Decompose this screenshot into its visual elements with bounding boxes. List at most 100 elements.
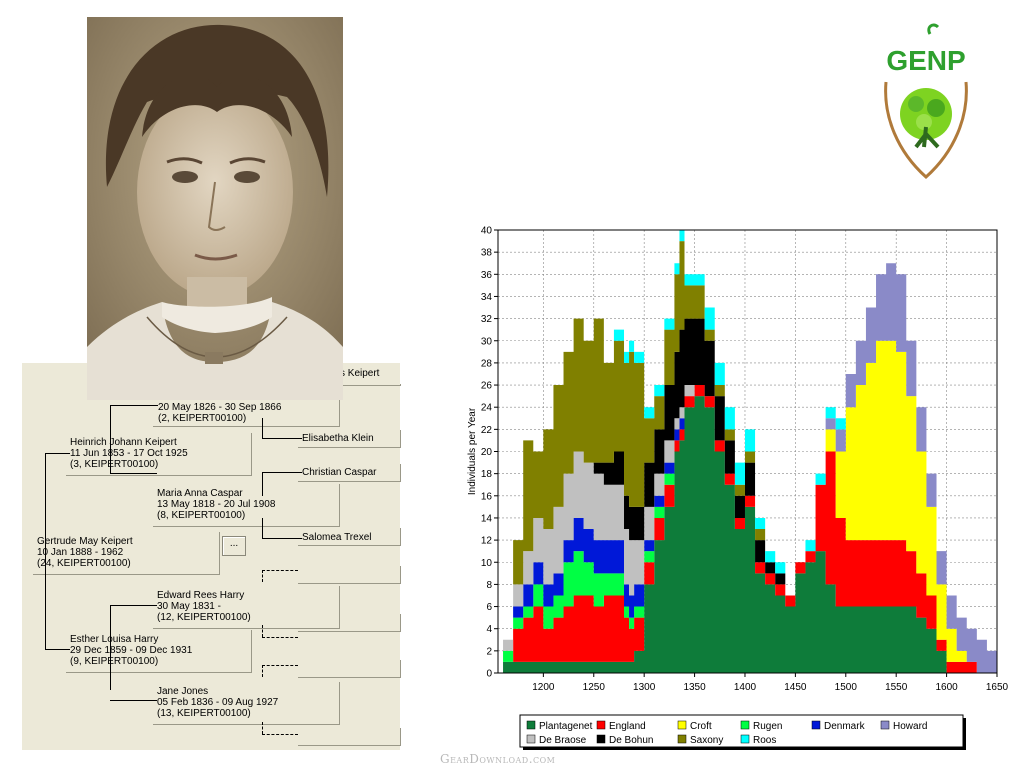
pedigree-person[interactable]: Christian Caspar bbox=[302, 467, 376, 478]
pedigree-connector bbox=[45, 453, 46, 649]
pedigree-person[interactable]: Gertrude May Keipert 10 Jan 1888 - 1962 (2… bbox=[37, 536, 133, 569]
portrait-photo bbox=[87, 17, 343, 400]
pedigree-frame bbox=[33, 532, 220, 575]
person-dates: 11 Jun 1853 - 17 Oct 1925 bbox=[70, 448, 188, 459]
legend-swatch bbox=[740, 734, 750, 744]
pedigree-frame bbox=[153, 682, 340, 725]
pedigree-connector bbox=[110, 405, 111, 473]
person-ref: (8, KEIPERT00100) bbox=[157, 510, 246, 521]
legend-entry: Croft bbox=[690, 721, 712, 732]
y-tick-label: 6 bbox=[486, 602, 492, 613]
pedigree-connector bbox=[262, 472, 302, 473]
pedigree-connector bbox=[110, 700, 157, 701]
legend-entry: Saxony bbox=[690, 735, 723, 746]
y-tick-label: 8 bbox=[486, 580, 492, 591]
legend-swatch bbox=[596, 734, 606, 744]
pedigree-person[interactable]: Elisabetha Klein bbox=[302, 433, 374, 444]
watermark-text: GearDownload.com bbox=[440, 752, 556, 766]
legend-entry: De Bohun bbox=[609, 735, 653, 746]
person-name: s Keipert bbox=[340, 368, 380, 379]
x-tick-label: 1300 bbox=[633, 682, 656, 693]
pedigree-person[interactable]: Esther Louisa Harry 29 Dec 1859 - 09 Dec … bbox=[70, 634, 192, 667]
person-name: Salomea Trexel bbox=[302, 532, 372, 543]
y-tick-label: 20 bbox=[481, 447, 493, 458]
pedigree-person[interactable]: Maria Anna Caspar 13 May 1818 - 20 Jul 19… bbox=[157, 488, 275, 521]
person-name: Gertrude May Keipert bbox=[37, 536, 133, 547]
pedigree-connector bbox=[110, 405, 158, 406]
y-tick-label: 14 bbox=[481, 513, 493, 524]
pedigree-frame bbox=[298, 660, 401, 678]
pedigree-person[interactable]: Heinrich Johann Keipert 11 Jun 1853 - 17 … bbox=[70, 437, 188, 470]
genp-logo-graphic: GENP bbox=[884, 23, 968, 180]
pedigree-person[interactable]: Jane Jones 05 Feb 1836 - 09 Aug 1927 (13, … bbox=[157, 686, 278, 719]
pedigree-unknown-connector bbox=[262, 625, 263, 637]
pedigree-connector bbox=[262, 518, 263, 538]
y-axis-label: Individuals per Year bbox=[467, 407, 478, 495]
person-dates: 13 May 1818 - 20 Jul 1908 bbox=[157, 499, 276, 510]
pedigree-connector bbox=[110, 605, 111, 690]
person-name: Jane Jones bbox=[157, 686, 209, 697]
pedigree-person[interactable]: Edward Rees Harry 30 May 1831 - (12, KEIPE… bbox=[157, 590, 251, 623]
pedigree-person[interactable]: 20 May 1826 - 30 Sep 1866 (2, KEIPERT0010… bbox=[158, 402, 281, 424]
legend-entry: England bbox=[609, 721, 646, 732]
y-tick-label: 26 bbox=[481, 381, 493, 392]
person-name: Christian Caspar bbox=[302, 467, 377, 478]
x-tick-label: 1650 bbox=[986, 682, 1009, 693]
person-dates: 10 Jan 1888 - 1962 bbox=[37, 547, 124, 558]
pedigree-unknown-connector bbox=[262, 637, 298, 638]
pedigree-person[interactable]: Salomea Trexel bbox=[302, 532, 371, 543]
person-dates: 05 Feb 1836 - 09 Aug 1927 bbox=[157, 697, 279, 708]
pedigree-frame bbox=[298, 566, 401, 584]
y-tick-label: 36 bbox=[481, 270, 493, 281]
person-name: Heinrich Johann Keipert bbox=[70, 437, 177, 448]
legend-swatch bbox=[596, 720, 606, 730]
person-dates: 30 May 1831 - bbox=[157, 601, 221, 612]
pedigree-unknown-connector bbox=[262, 665, 298, 666]
person-ref: (24, KEIPERT00100) bbox=[37, 558, 131, 569]
series-area-rugen bbox=[498, 340, 997, 673]
pedigree-person[interactable]: s Keipert bbox=[340, 368, 379, 379]
y-tick-label: 16 bbox=[481, 491, 493, 502]
person-dates: 20 May 1826 - 30 Sep 1866 bbox=[158, 402, 282, 413]
pedigree-frame bbox=[66, 433, 252, 476]
x-tick-label: 1550 bbox=[885, 682, 908, 693]
series-area-croft bbox=[498, 340, 997, 673]
x-tick-label: 1350 bbox=[683, 682, 706, 693]
pedigree-frame bbox=[298, 614, 401, 632]
pedigree-frame bbox=[298, 430, 401, 448]
person-name: Maria Anna Caspar bbox=[157, 488, 243, 499]
pedigree-connector bbox=[262, 438, 302, 439]
person-name: Edward Rees Harry bbox=[157, 590, 245, 601]
pedigree-connector bbox=[262, 418, 263, 438]
more-button[interactable]: ... bbox=[222, 536, 246, 556]
logo-text: GENP bbox=[886, 45, 965, 76]
legend-entry: Plantagenet bbox=[539, 721, 593, 732]
pedigree-panel bbox=[22, 363, 400, 750]
y-tick-label: 40 bbox=[481, 226, 493, 237]
y-tick-label: 0 bbox=[486, 669, 492, 680]
pedigree-connector bbox=[262, 538, 302, 539]
pedigree-unknown-connector bbox=[262, 722, 263, 734]
y-tick-label: 38 bbox=[481, 248, 493, 259]
series-area-de-bohun bbox=[498, 263, 997, 673]
x-tick-label: 1400 bbox=[734, 682, 757, 693]
genp-logo: GENP bbox=[878, 22, 974, 182]
pedigree-unknown-connector bbox=[262, 665, 263, 677]
y-tick-label: 30 bbox=[481, 336, 493, 347]
pedigree-connector bbox=[110, 473, 157, 474]
legend-swatch bbox=[880, 720, 890, 730]
series-area-saxony bbox=[498, 241, 997, 673]
pedigree-connector bbox=[45, 649, 70, 650]
pedigree-frame bbox=[337, 384, 401, 386]
x-tick-label: 1250 bbox=[583, 682, 606, 693]
y-tick-label: 10 bbox=[481, 558, 493, 569]
y-tick-label: 18 bbox=[481, 469, 493, 480]
pedigree-unknown-connector bbox=[262, 734, 298, 735]
legend-entry: Howard bbox=[893, 721, 927, 732]
legend-swatch bbox=[811, 720, 821, 730]
y-tick-label: 22 bbox=[481, 425, 493, 436]
portrait-image bbox=[87, 17, 343, 400]
x-tick-label: 1450 bbox=[784, 682, 807, 693]
pedigree-unknown-connector bbox=[262, 570, 263, 582]
legend-swatch bbox=[740, 720, 750, 730]
